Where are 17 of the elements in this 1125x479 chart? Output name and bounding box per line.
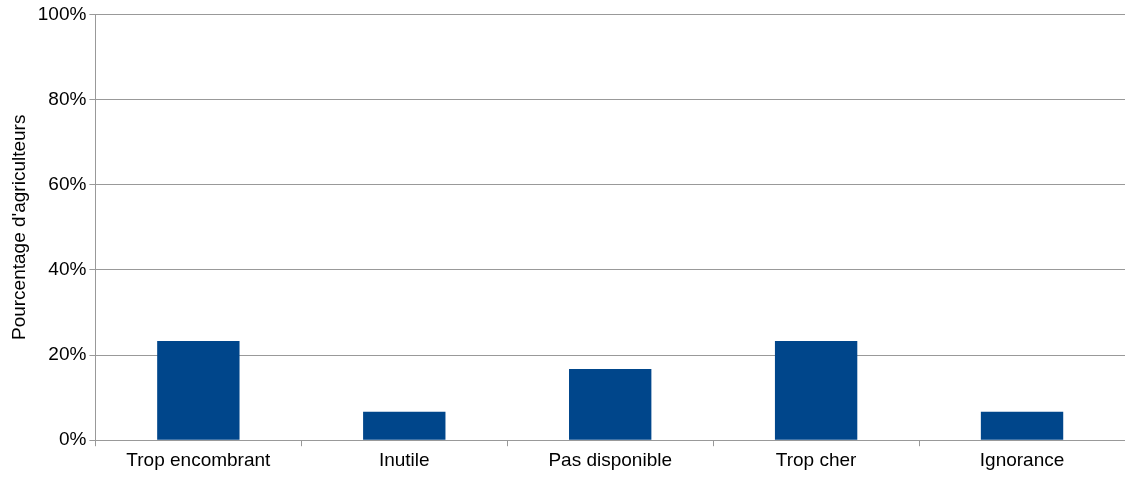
x-tick-label: Inutile (378, 448, 430, 470)
x-tick-label: Trop cher (775, 448, 858, 470)
y-tick-label: 20% (48, 343, 87, 365)
y-tick-label: 0% (58, 428, 87, 450)
y-axis-title: Pourcentage d'agriculteurs (7, 114, 29, 341)
y-tick-label: 80% (48, 87, 87, 109)
y-tick-label: 40% (48, 258, 87, 280)
bar (363, 411, 446, 440)
bar (569, 369, 652, 440)
x-tick-label: Trop encombrant (126, 448, 272, 470)
x-tick-label: Ignorance (979, 448, 1065, 470)
bar (980, 411, 1064, 440)
y-tick-label: 60% (48, 172, 87, 194)
bar (774, 340, 858, 440)
bar (157, 340, 240, 440)
x-tick-label: Pas disponible (548, 448, 672, 470)
y-tick-label: 100% (37, 2, 87, 24)
